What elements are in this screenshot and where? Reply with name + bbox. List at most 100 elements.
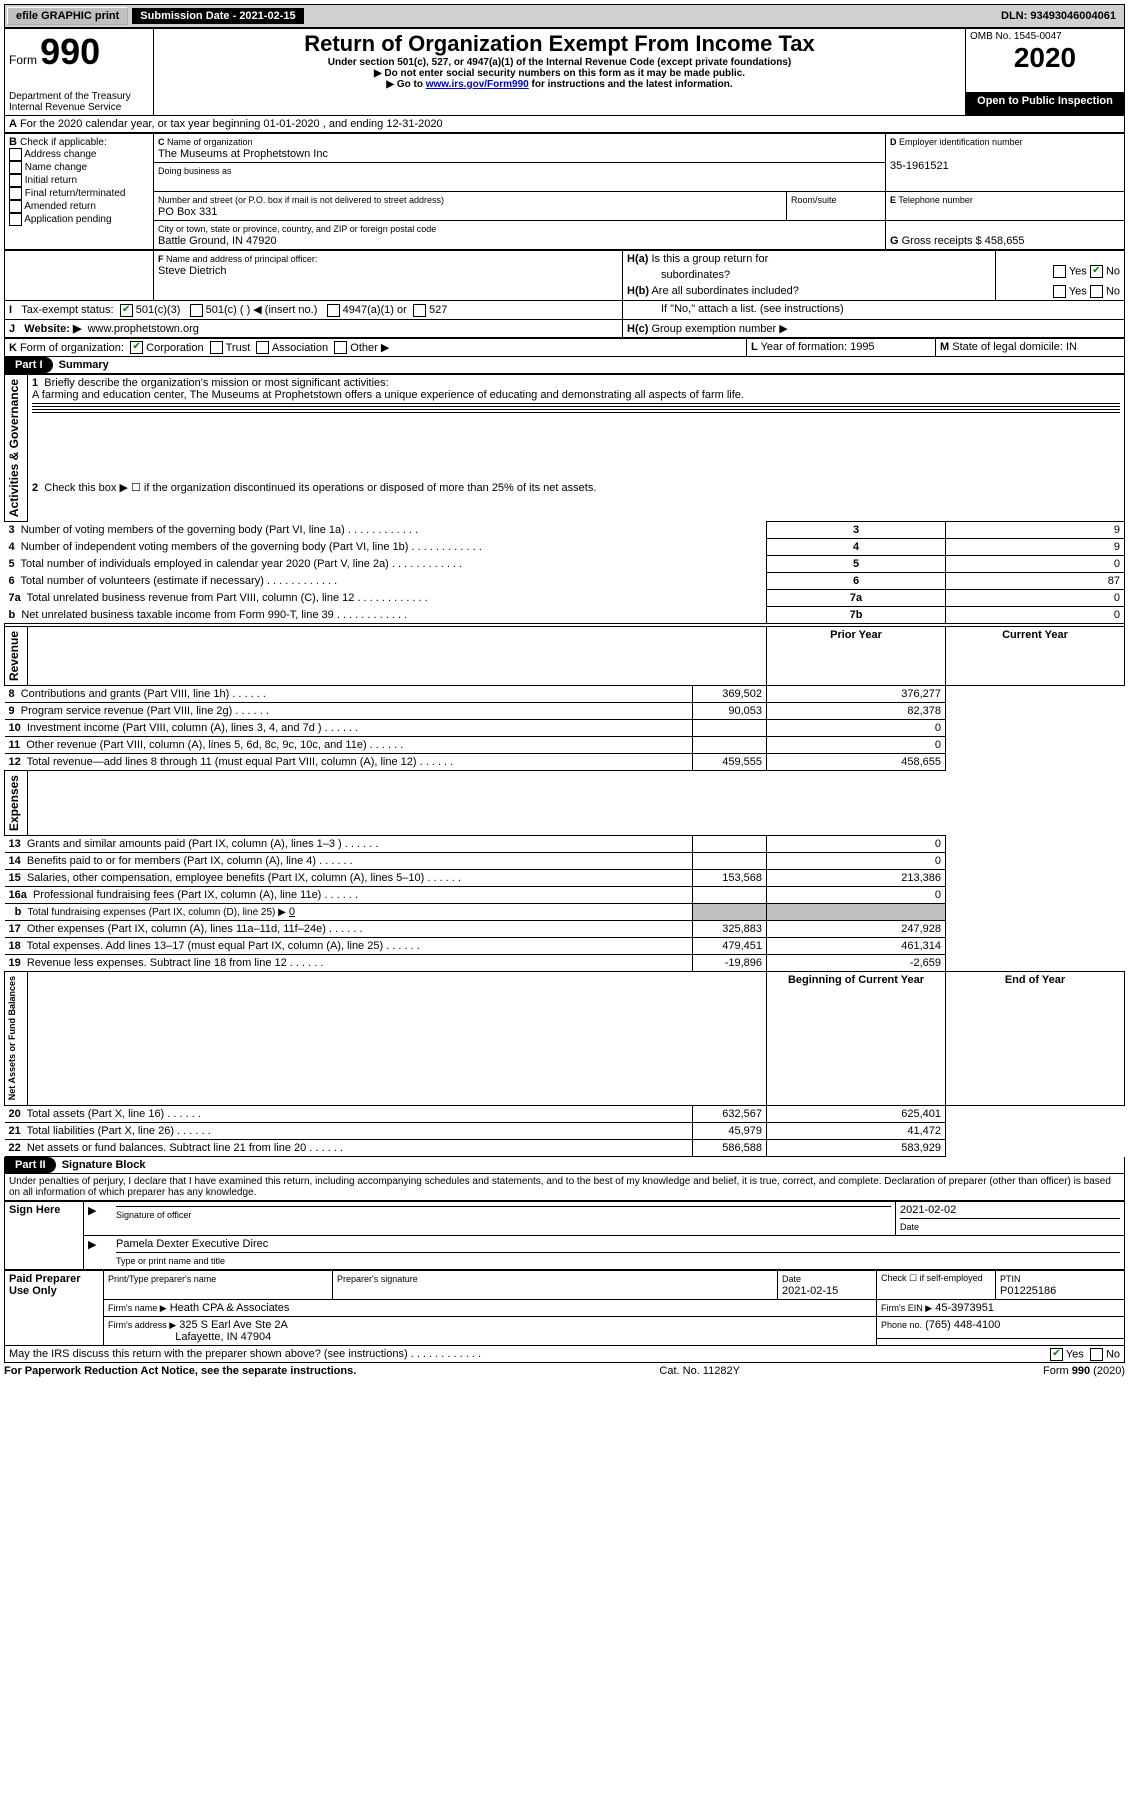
k-opt-checkbox[interactable] xyxy=(210,341,223,354)
org-name: The Museums at Prophetstown Inc xyxy=(158,148,328,160)
phone-label: Phone no. xyxy=(881,1320,922,1330)
phone: (765) 448-4100 xyxy=(925,1319,1000,1331)
website: www.prophetstown.org xyxy=(88,323,199,335)
l-label: Year of formation: xyxy=(761,341,847,353)
col-prior: Prior Year xyxy=(767,627,946,686)
k-opt-checkbox[interactable] xyxy=(256,341,269,354)
hb-yes-checkbox[interactable] xyxy=(1053,285,1066,298)
j-label: Website: ▶ xyxy=(24,323,81,335)
g-label: Gross receipts $ xyxy=(902,235,982,247)
ha-sub: subordinates? xyxy=(661,269,730,281)
discuss-no-checkbox[interactable] xyxy=(1090,1348,1103,1361)
b-opt-checkbox[interactable] xyxy=(9,148,22,161)
omb-label: OMB No. 1545-0047 xyxy=(970,31,1120,42)
l16b-val: 0 xyxy=(289,906,295,918)
b-opt-checkbox[interactable] xyxy=(9,174,22,187)
e-label: Telephone number xyxy=(898,195,973,205)
gross-receipts: 458,655 xyxy=(985,235,1025,247)
dept-irs: Internal Revenue Service xyxy=(9,102,149,113)
l1-label: Briefly describe the organization's miss… xyxy=(44,377,388,389)
501c3-checkbox[interactable] xyxy=(120,304,133,317)
subtitle-2: Do not enter social security numbers on … xyxy=(158,68,961,79)
firm-name: Heath CPA & Associates xyxy=(170,1302,290,1314)
open-inspection: Open to Public Inspection xyxy=(966,93,1125,116)
hc-text: Group exemption number ▶ xyxy=(651,323,787,335)
d-label: Employer identification number xyxy=(899,137,1023,147)
firm-addr2: Lafayette, IN 47904 xyxy=(175,1331,271,1343)
goto-prefix: Go to xyxy=(386,79,425,90)
part1-subtitle: Summary xyxy=(59,359,109,371)
no-label-3: No xyxy=(1106,1348,1120,1360)
k-opt-checkbox[interactable] xyxy=(130,341,143,354)
b-opt-checkbox[interactable] xyxy=(9,161,22,174)
b-opt-checkbox[interactable] xyxy=(9,200,22,213)
hb-no-checkbox[interactable] xyxy=(1090,285,1103,298)
sig-officer-label: Signature of officer xyxy=(116,1210,191,1220)
pp-self-emp: Check ☐ if self-employed xyxy=(877,1270,996,1299)
form-number: 990 xyxy=(40,31,100,72)
date-label: Date xyxy=(900,1222,919,1232)
sign-here-block: Sign Here ▶ Signature of officer 2021-02… xyxy=(4,1201,1125,1270)
col-boy: Beginning of Current Year xyxy=(767,972,946,1105)
c-name-label: Name of organization xyxy=(167,137,253,147)
m-label: State of legal domicile: xyxy=(952,341,1063,353)
dba-label: Doing business as xyxy=(158,166,232,176)
ha-yes-checkbox[interactable] xyxy=(1053,265,1066,278)
footer-mid: Cat. No. 11282Y xyxy=(659,1365,740,1377)
form-header: Form 990 Department of the Treasury Inte… xyxy=(4,28,1125,116)
ha-no-checkbox[interactable] xyxy=(1090,265,1103,278)
side-label-rev: Revenue xyxy=(5,627,23,685)
col-current: Current Year xyxy=(946,627,1125,686)
side-label-exp: Expenses xyxy=(5,771,23,835)
ptin: P01225186 xyxy=(1000,1285,1056,1297)
yes-label-2: Yes xyxy=(1069,285,1087,297)
i-label: Tax-exempt status: xyxy=(21,304,113,316)
opt-501c3: 501(c)(3) xyxy=(136,304,181,316)
room-label: Room/suite xyxy=(791,195,837,205)
pp-sig-label: Preparer's signature xyxy=(337,1274,418,1284)
yes-label-3: Yes xyxy=(1066,1348,1084,1360)
part2-header: Part II Signature Block xyxy=(4,1157,1125,1174)
fh-block: F Name and address of principal officer:… xyxy=(4,250,1125,338)
efile-print-button[interactable]: efile GRAPHIC print xyxy=(7,7,128,25)
yes-label: Yes xyxy=(1069,265,1087,277)
527-checkbox[interactable] xyxy=(413,304,426,317)
side-label-na: Net Assets or Fund Balances xyxy=(5,972,19,1104)
part2-badge: Part II xyxy=(5,1157,56,1173)
firm-ein: 45-3973951 xyxy=(935,1302,994,1314)
irs-link[interactable]: www.irs.gov/Form990 xyxy=(426,79,529,90)
501c-checkbox[interactable] xyxy=(190,304,203,317)
b-opt-checkbox[interactable] xyxy=(9,187,22,200)
top-bar: efile GRAPHIC print Submission Date - 20… xyxy=(4,4,1125,28)
street-address: PO Box 331 xyxy=(158,206,217,218)
k-opt-checkbox[interactable] xyxy=(334,341,347,354)
footer-left: For Paperwork Reduction Act Notice, see … xyxy=(4,1365,356,1377)
discuss-yes-checkbox[interactable] xyxy=(1050,1348,1063,1361)
principal-officer: Steve Dietrich xyxy=(158,265,226,277)
footer-right: Form 990 (2020) xyxy=(1043,1365,1125,1377)
discuss-text: May the IRS discuss this return with the… xyxy=(9,1348,408,1360)
b-opt-checkbox[interactable] xyxy=(9,213,22,226)
sign-here-label: Sign Here xyxy=(5,1201,84,1269)
part1-header: Part I Summary xyxy=(4,357,1125,374)
ha-text: Is this a group return for xyxy=(651,253,768,265)
pp-date: 2021-02-15 xyxy=(782,1285,838,1297)
part1-badge: Part I xyxy=(5,357,53,373)
f-label: Name and address of principal officer: xyxy=(166,254,317,264)
k-label: Form of organization: xyxy=(20,342,124,354)
tax-year: 2020 xyxy=(970,42,1120,74)
city-state-zip: Battle Ground, IN 47920 xyxy=(158,235,277,247)
sig-date: 2021-02-02 xyxy=(900,1204,956,1216)
city-label: City or town, state or province, country… xyxy=(158,224,436,234)
page-footer: For Paperwork Reduction Act Notice, see … xyxy=(4,1363,1125,1377)
goto-suffix: for instructions and the latest informat… xyxy=(532,79,733,90)
l2-text: Check this box ▶ ☐ if the organization d… xyxy=(44,482,596,494)
4947-checkbox[interactable] xyxy=(327,304,340,317)
pp-name-label: Print/Type preparer's name xyxy=(108,1274,216,1284)
declaration: Under penalties of perjury, I declare th… xyxy=(4,1174,1125,1201)
line-a: A For the 2020 calendar year, or tax yea… xyxy=(4,116,1125,133)
form-title: Return of Organization Exempt From Incom… xyxy=(158,31,961,57)
opt-4947: 4947(a)(1) or xyxy=(343,304,407,316)
l16b-text: Total fundraising expenses (Part IX, col… xyxy=(27,907,285,918)
h-note: If "No," attach a list. (see instruction… xyxy=(661,303,844,315)
